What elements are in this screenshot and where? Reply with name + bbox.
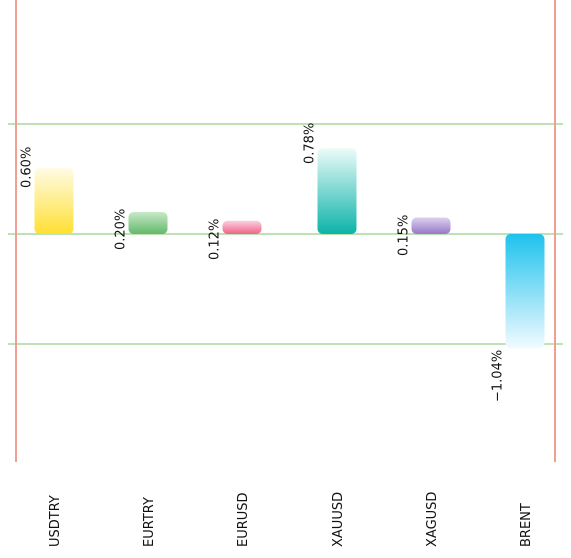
bar-usdtry (34, 168, 74, 234)
category-label-eurusd: EURUSD (236, 492, 251, 547)
vertical-axes (15, 0, 556, 462)
bar-xagusd (411, 217, 451, 234)
value-label-usdtry: 0.60% (20, 147, 35, 188)
category-label-brent: BRENT (519, 503, 534, 547)
gridlines (8, 123, 563, 345)
value-labels: 0.60% 0.20% 0.12% 0.78% 0.15% −1.04% (20, 123, 506, 402)
value-label-xagusd: 0.15% (397, 215, 412, 256)
value-label-eurtry: 0.20% (114, 209, 129, 250)
bar-brent (505, 234, 545, 349)
category-label-eurtry: EURTRY (142, 497, 157, 547)
value-label-brent: −1.04% (491, 350, 506, 402)
bars (34, 148, 545, 349)
bar-xauusd (317, 148, 357, 234)
bar-eurtry (128, 212, 168, 234)
category-label-xauusd: XAUUSD (331, 492, 346, 547)
value-label-xauusd: 0.78% (303, 123, 318, 164)
bar-eurusd (222, 220, 262, 234)
value-label-eurusd: 0.12% (208, 219, 223, 260)
category-label-xagusd: XAGUSD (425, 492, 440, 547)
category-labels: USDTRY EURTRY EURUSD XAUUSD XAGUSD BRENT (48, 492, 534, 547)
category-label-usdtry: USDTRY (48, 495, 63, 547)
